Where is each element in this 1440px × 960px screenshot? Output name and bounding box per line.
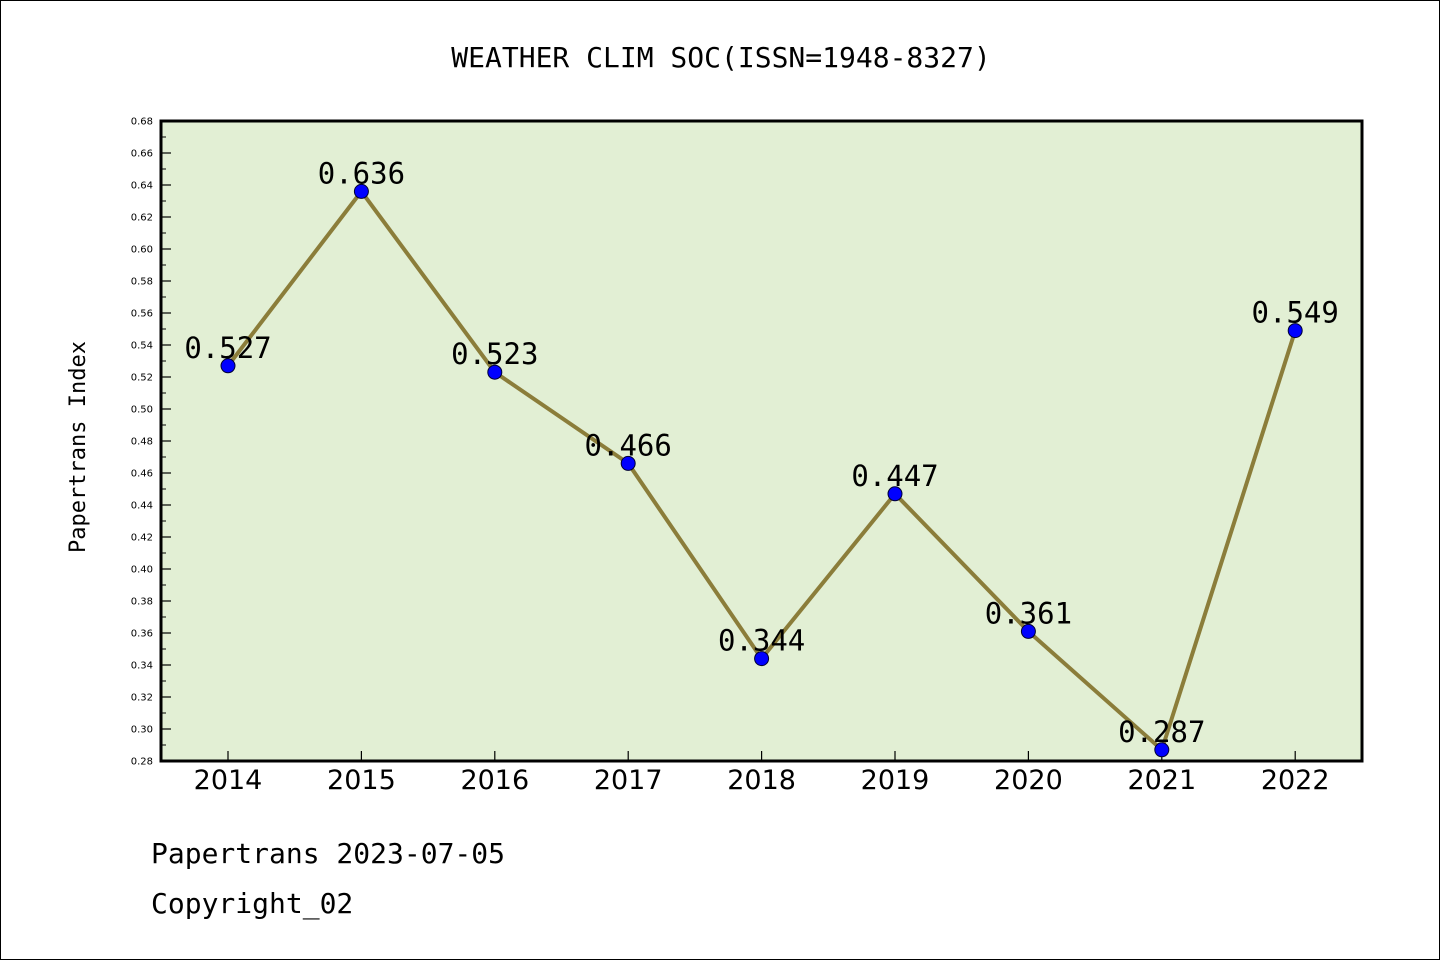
y-tick-label: 0.52	[131, 373, 153, 384]
y-tick-label: 0.30	[131, 725, 153, 736]
data-point	[1020, 623, 1036, 639]
y-axis: 0.28 0.30 0.32 0.34 0.36 0.38 0.40 0.42 0.44 0.46…	[131, 117, 171, 768]
data-label: 0.344	[718, 624, 805, 658]
y-tick-label: 0.50	[131, 405, 153, 416]
x-tick-label: 2018	[727, 765, 796, 796]
data-label: 0.549	[1252, 296, 1339, 330]
data-label: 0.636	[318, 156, 405, 190]
y-tick-label: 0.48	[131, 437, 153, 448]
data-label: 0.287	[1118, 715, 1205, 749]
y-tick-label: 0.28	[131, 757, 153, 768]
y-tick-label: 0.62	[131, 213, 153, 224]
x-tick-label: 2020	[994, 765, 1063, 796]
y-tick-label: 0.32	[131, 693, 153, 704]
y-tick-label: 0.42	[131, 533, 153, 544]
x-tick-label: 2016	[460, 765, 529, 796]
x-tick-label: 2021	[1127, 765, 1196, 796]
x-tick-label: 2015	[327, 765, 396, 796]
data-point	[220, 358, 236, 374]
data-point	[487, 364, 503, 380]
data-label: 0.466	[585, 428, 672, 462]
y-tick-label: 0.56	[131, 309, 153, 320]
data-label: 0.447	[851, 459, 938, 493]
data-points	[220, 183, 1303, 758]
y-tick-label: 0.38	[131, 597, 153, 608]
data-label: 0.361	[985, 596, 1072, 630]
y-tick-label: 0.44	[131, 501, 153, 512]
data-point	[754, 651, 770, 667]
y-tick-label: 0.40	[131, 565, 153, 576]
x-axis: 2014 2015 2016 2017 2018 2019 2020 2021 2022	[194, 751, 1330, 796]
data-label: 0.527	[184, 331, 271, 365]
y-axis-label: Papertrans Index	[66, 341, 91, 553]
footer-copyright-text: Copyright_02	[151, 887, 354, 920]
x-tick-label: 2017	[594, 765, 663, 796]
x-tick-label: 2022	[1261, 765, 1330, 796]
x-tick-label: 2019	[861, 765, 930, 796]
y-tick-label: 0.46	[131, 469, 153, 480]
x-tick-label: 2014	[194, 765, 263, 796]
chart-title: WEATHER CLIM SOC(ISSN=1948-8327)	[451, 41, 990, 74]
y-tick-label: 0.54	[131, 341, 153, 352]
footer-date-text: Papertrans 2023-07-05	[151, 837, 506, 870]
data-point	[353, 183, 369, 199]
data-point	[1154, 742, 1170, 758]
y-tick-label: 0.36	[131, 629, 153, 640]
y-tick-label: 0.64	[131, 181, 153, 192]
data-label: 0.523	[451, 337, 538, 371]
data-labels: 0.527 0.636 0.523 0.466 0.344 0.447 0.361 0.287…	[184, 156, 1339, 748]
y-tick-label: 0.34	[131, 661, 153, 672]
y-tick-label: 0.66	[131, 149, 153, 160]
data-point	[887, 486, 903, 502]
data-point	[620, 455, 636, 471]
y-tick-label: 0.58	[131, 277, 153, 288]
y-tick-label: 0.68	[131, 117, 153, 128]
y-tick-label: 0.60	[131, 245, 153, 256]
data-point	[1287, 323, 1303, 339]
